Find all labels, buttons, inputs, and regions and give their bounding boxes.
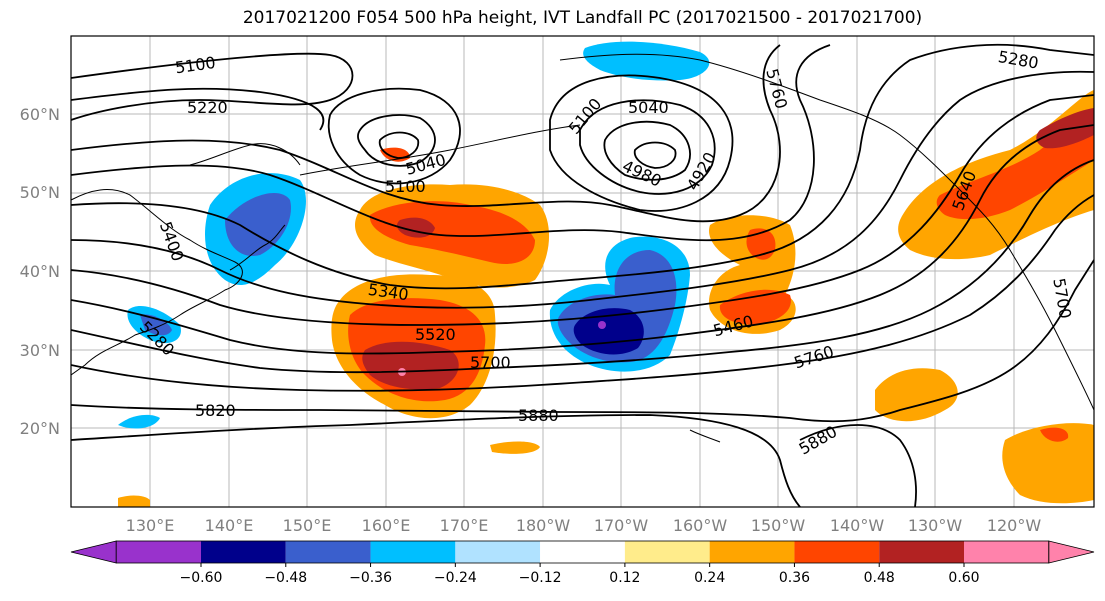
- negative-ivt-central-core: [573, 308, 644, 355]
- contour-line: [633, 141, 677, 169]
- lon-label: 130°E: [126, 516, 175, 535]
- lat-label: 30°N: [20, 341, 60, 360]
- lon-label: 150°W: [751, 516, 806, 535]
- colorbar-tick-label: −0.48: [264, 570, 307, 586]
- aleutian-chain: [299, 124, 581, 176]
- lon-label: 160°W: [673, 516, 728, 535]
- contour-line: [71, 52, 354, 121]
- colorbar-extend-max: [1048, 540, 1095, 564]
- lon-label: 170°W: [594, 516, 649, 535]
- map-title: 2017021200 F054 500 hPa height, IVT Land…: [242, 8, 923, 28]
- colorbar-tick-label: 0.60: [948, 570, 979, 586]
- colorbar-cell: [624, 541, 710, 563]
- colorbar-cell: [540, 541, 625, 563]
- contour-line: [71, 124, 1094, 355]
- colorbar-cell: [455, 541, 541, 563]
- colorbar-outline: [115, 540, 1050, 564]
- positive-ivt-subtropics-east: [875, 368, 958, 422]
- positive-ivt-small-2: [118, 495, 150, 507]
- lon-label: 120°W: [987, 516, 1042, 535]
- contour-line: [71, 194, 1094, 392]
- colorbar-tick-label: 0.12: [609, 570, 640, 586]
- lat-label: 20°N: [20, 419, 60, 438]
- colorbar-cell: [201, 541, 286, 563]
- colorbar-tick-label: −0.60: [180, 570, 223, 586]
- contour-label: 5040: [628, 98, 669, 117]
- positive-ivt-small-1: [490, 441, 540, 454]
- colorbar-tick-label: −0.12: [519, 570, 562, 586]
- positive-ivt-hawaii-east: [1002, 423, 1094, 504]
- contour-line: [549, 74, 734, 212]
- positive-ivt-hawaii-east-core: [1040, 427, 1069, 442]
- map-frame: [70, 35, 1095, 508]
- colorbar-tick-label: 0.36: [779, 570, 810, 586]
- contour-label: 5100: [385, 177, 426, 196]
- negative-ivt-small-1: [118, 414, 160, 429]
- alaska-coast: [559, 53, 1094, 411]
- lon-label: 140°E: [205, 516, 254, 535]
- colorbar-cell: [285, 541, 371, 563]
- contour-label: 5700: [470, 353, 511, 372]
- colorbar-cells: [70, 540, 1095, 564]
- contour-label: 5220: [187, 98, 228, 117]
- colorbar-cell: [116, 541, 201, 563]
- colorbar-cell: [964, 541, 1049, 563]
- contour-line: [71, 44, 831, 242]
- contour-line: [378, 131, 420, 159]
- colorbar-ticks: −0.60 −0.48 −0.36 −0.24 −0.12 0.12 0.24 0.36 0.4…: [180, 563, 980, 586]
- negative-ivt-aleutian: [583, 41, 710, 81]
- lon-label: 170°E: [440, 516, 489, 535]
- contour-line: [603, 120, 691, 181]
- contour-label: 5880: [518, 406, 559, 425]
- contour-line: [71, 70, 1094, 309]
- colorbar-tick-label: −0.36: [349, 570, 392, 586]
- colorbar-cell: [794, 541, 880, 563]
- longitude-labels: 130°E 140°E 150°E 160°E 170°E 180°W 170°…: [126, 516, 1042, 535]
- contour-line: [799, 424, 917, 507]
- colorbar-cell: [879, 541, 964, 563]
- height-contours: [71, 43, 1094, 507]
- lon-label: 130°W: [908, 516, 963, 535]
- contour-line: [71, 94, 1094, 326]
- lon-label: 180°W: [516, 516, 571, 535]
- colorbar-cell: [709, 541, 795, 563]
- contour-line: [357, 114, 436, 167]
- contour-line: [579, 99, 716, 195]
- positive-ivt-north-pacific-strong: [369, 201, 535, 264]
- asia-coast: [71, 189, 243, 376]
- japan-islands: [229, 224, 286, 271]
- contour-line: [71, 44, 781, 223]
- lon-label: 140°W: [830, 516, 885, 535]
- lat-label: 50°N: [20, 183, 60, 202]
- contour-label: 5820: [195, 401, 236, 420]
- negative-ivt-japan-core: [225, 192, 291, 256]
- lon-label: 160°E: [362, 516, 411, 535]
- hawaii-islands: [689, 429, 721, 443]
- contour-line: [71, 159, 1094, 374]
- latitude-labels: 60°N 50°N 40°N 30°N 20°N: [20, 105, 60, 438]
- colorbar-extend-min: [70, 540, 117, 564]
- colorbar: −0.60 −0.48 −0.36 −0.24 −0.12 0.12 0.24 0.36 0.4…: [70, 540, 1095, 586]
- positive-ivt-west-coast-core: [1036, 108, 1094, 149]
- colorbar-tick-label: 0.24: [694, 570, 725, 586]
- contour-line: [71, 259, 1094, 423]
- contour-line: [327, 87, 461, 185]
- colorbar-tick-label: −0.24: [434, 570, 477, 586]
- colorbar-cell: [370, 541, 456, 563]
- lat-label: 60°N: [20, 105, 60, 124]
- contour-line: [71, 43, 1094, 290]
- lat-label: 40°N: [20, 262, 60, 281]
- colorbar-tick-label: 0.48: [864, 570, 895, 586]
- contour-line: [71, 414, 801, 507]
- contour-label: 5520: [415, 325, 456, 344]
- lon-label: 150°E: [283, 516, 332, 535]
- contour-line: [71, 87, 325, 131]
- negative-ivt-peak: [598, 321, 606, 329]
